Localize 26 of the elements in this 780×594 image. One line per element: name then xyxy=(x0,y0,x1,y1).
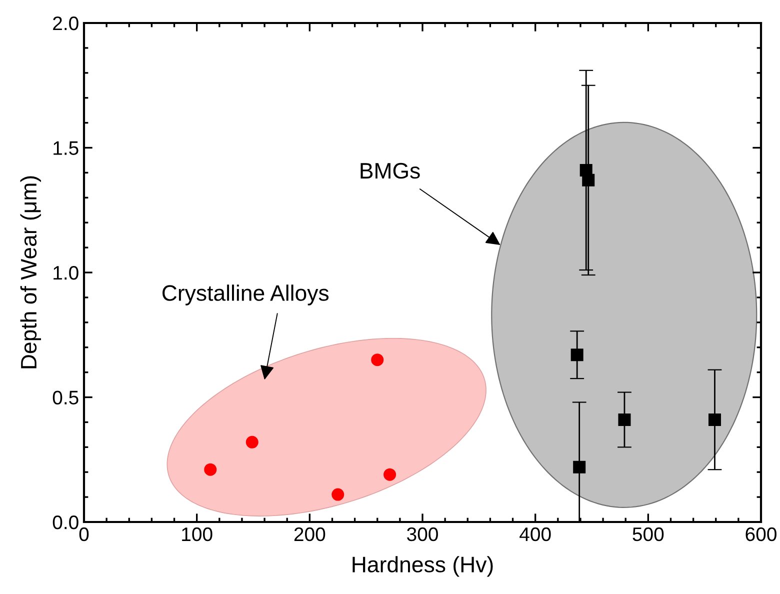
point xyxy=(570,348,584,362)
x-axis-title: Hardness (Hv) xyxy=(352,556,493,577)
x-tick-label: 600 xyxy=(746,527,776,542)
x-tick-label: 0 xyxy=(79,527,89,542)
y-axis-title: Depth of Wear (μm) xyxy=(20,176,41,368)
y-tick-label: 2.0 xyxy=(53,16,78,30)
x-tick-label: 100 xyxy=(182,527,212,542)
point xyxy=(246,436,258,448)
annotation: BMGs xyxy=(360,162,420,179)
y-tick-label: 0.5 xyxy=(52,390,78,404)
annotation: Crystalline Alloys xyxy=(162,284,329,306)
x-tick-label: 500 xyxy=(632,527,664,542)
point xyxy=(371,354,384,366)
point xyxy=(708,413,721,426)
point xyxy=(384,468,396,481)
point xyxy=(618,413,631,426)
x-tick-label: 200 xyxy=(294,527,326,542)
x-tick-label: 300 xyxy=(407,527,438,542)
y-tick-label: 0.0 xyxy=(52,515,78,530)
point xyxy=(573,460,586,474)
point xyxy=(332,488,344,501)
y-tick-label: 1.5 xyxy=(54,141,78,155)
x-tick-label: 400 xyxy=(520,527,551,542)
y-tick-label: 1.0 xyxy=(54,266,78,280)
point xyxy=(204,463,217,476)
point xyxy=(582,174,595,186)
